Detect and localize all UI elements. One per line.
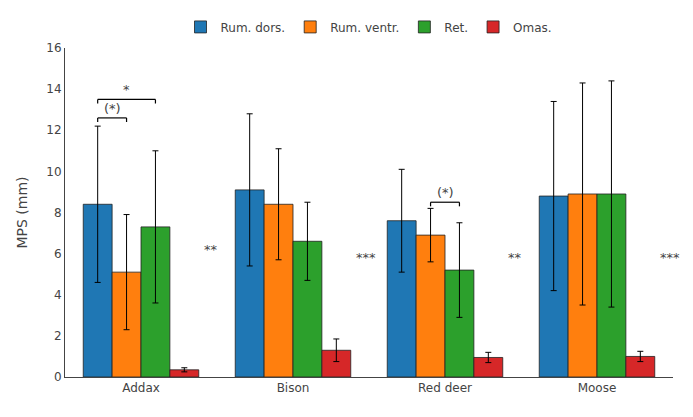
svg-text:6: 6 xyxy=(54,247,62,261)
svg-text:MPS (mm): MPS (mm) xyxy=(14,176,30,248)
svg-text:**: ** xyxy=(508,250,522,265)
svg-text:0: 0 xyxy=(54,370,62,384)
svg-text:***: *** xyxy=(660,250,680,265)
svg-text:10: 10 xyxy=(46,165,61,179)
svg-text:8: 8 xyxy=(54,206,62,220)
svg-text:Rum. ventr.: Rum. ventr. xyxy=(330,21,399,35)
svg-text:Red deer: Red deer xyxy=(418,381,472,395)
svg-text:2: 2 xyxy=(54,329,62,343)
svg-text:Omas.: Omas. xyxy=(513,21,552,35)
svg-text:Rum. dors.: Rum. dors. xyxy=(221,21,286,35)
svg-text:4: 4 xyxy=(54,288,62,302)
svg-text:(*): (*) xyxy=(104,101,121,116)
svg-text:14: 14 xyxy=(46,82,61,96)
svg-text:12: 12 xyxy=(46,123,61,137)
svg-text:Moose: Moose xyxy=(578,381,617,395)
svg-text:Bison: Bison xyxy=(277,381,310,395)
svg-text:(*): (*) xyxy=(437,185,454,200)
svg-text:*: * xyxy=(123,82,130,97)
svg-text:Addax: Addax xyxy=(122,381,160,395)
svg-text:16: 16 xyxy=(46,41,61,55)
svg-text:***: *** xyxy=(356,250,376,265)
svg-text:**: ** xyxy=(204,242,218,257)
svg-text:Ret.: Ret. xyxy=(444,21,468,35)
